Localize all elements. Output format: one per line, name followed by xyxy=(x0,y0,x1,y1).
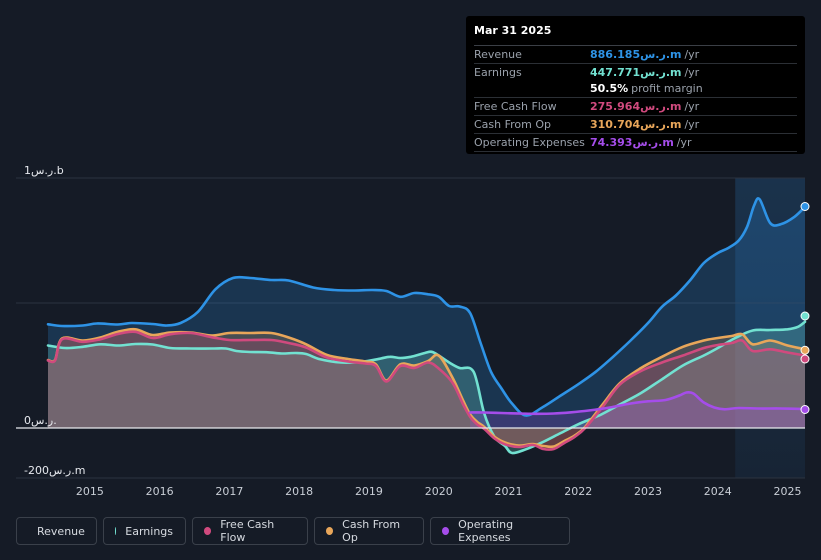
area-earnings xyxy=(48,321,805,454)
tooltip-panel: Mar 31 2025 Revenue 886.185ر.س.m /yr Ear… xyxy=(466,16,805,154)
end-marker-revenue[interactable] xyxy=(800,202,810,211)
tooltip-value: 310.704ر.س.m xyxy=(590,118,682,132)
tooltip-unit: profit margin xyxy=(631,82,703,96)
legend-label: Free Cash Flow xyxy=(220,518,275,544)
legend-label: Revenue xyxy=(37,524,85,538)
y-axis-label: 1ر.س.b xyxy=(24,164,64,177)
legend-item-revenue[interactable]: Revenue xyxy=(16,517,97,545)
tooltip-label: Earnings xyxy=(474,65,522,79)
line-operating-expenses xyxy=(468,390,807,416)
x-axis-tick-label: 2018 xyxy=(285,485,313,498)
tooltip-unit: /yr xyxy=(676,135,692,149)
legend-label: Cash From Op xyxy=(342,518,401,544)
tooltip-label: Cash From Op xyxy=(474,118,552,132)
x-axis-tick-label: 2015 xyxy=(76,485,104,498)
legend: Revenue Earnings Free Cash Flow Cash Fro… xyxy=(16,517,570,545)
tooltip-value: 886.185ر.س.m xyxy=(590,47,682,61)
tooltip-unit: /yr xyxy=(684,47,700,61)
end-marker-cash-from-op[interactable] xyxy=(800,345,810,355)
legend-item-free-cash-flow[interactable]: Free Cash Flow xyxy=(192,517,308,545)
tooltip-row-revenue: Revenue 886.185ر.س.m /yr xyxy=(474,46,797,64)
tooltip-value: 74.393ر.س.m xyxy=(590,135,674,149)
y-axis-label: 0ر.س. xyxy=(24,414,57,427)
dot-icon xyxy=(204,527,212,535)
tooltip-value: 275.964ر.س.m xyxy=(590,100,682,114)
x-axis-tick-label: 2016 xyxy=(146,485,174,498)
line-earnings xyxy=(46,320,807,455)
dot-icon xyxy=(442,527,450,535)
legend-label: Operating Expenses xyxy=(458,518,514,544)
tooltip-label: Revenue xyxy=(474,47,522,61)
line-free-cash-flow xyxy=(46,330,807,451)
dot-icon xyxy=(115,527,117,535)
tooltip-unit: /yr xyxy=(684,65,700,79)
end-marker-operating-expenses[interactable] xyxy=(800,405,810,414)
x-axis-tick-label: 2023 xyxy=(634,485,662,498)
y-axis-label: -200ر.س.m xyxy=(24,464,85,477)
area-operating-expenses xyxy=(470,392,805,428)
x-axis-tick-label: 2025 xyxy=(774,485,802,498)
x-axis-tick-label: 2021 xyxy=(494,485,522,498)
end-marker-free-cash-flow[interactable] xyxy=(800,354,810,364)
tooltip-row-earnings: Earnings 447.771ر.س.m /yr xyxy=(474,64,797,81)
x-axis-tick-label: 2019 xyxy=(355,485,383,498)
tooltip-row-operating-expenses: Operating Expenses 74.393ر.س.m /yr xyxy=(474,134,797,152)
x-axis-tick-label: 2024 xyxy=(704,485,732,498)
area-revenue xyxy=(48,198,805,428)
tooltip-value: 50.5% xyxy=(590,82,629,96)
x-axis-tick-label: 2022 xyxy=(564,485,592,498)
legend-item-cash-from-op[interactable]: Cash From Op xyxy=(314,517,424,545)
area-free-cash-flow xyxy=(48,331,805,450)
tooltip-unit: /yr xyxy=(684,100,700,114)
tooltip-row-profit-margin: 50.5% profit margin xyxy=(474,81,797,99)
tooltip-row-free-cash-flow: Free Cash Flow 275.964ر.س.m /yr xyxy=(474,98,797,117)
x-axis-tick-label: 2017 xyxy=(215,485,243,498)
legend-label: Earnings xyxy=(125,524,173,538)
legend-item-operating-expenses[interactable]: Operating Expenses xyxy=(430,517,570,545)
end-marker-earnings[interactable] xyxy=(800,311,810,321)
line-revenue xyxy=(46,197,807,417)
tooltip-label: Operating Expenses xyxy=(474,135,585,149)
tooltip-value: 447.771ر.س.m xyxy=(590,65,682,79)
area-cash-from-op xyxy=(48,329,805,447)
dot-icon xyxy=(326,527,334,535)
tooltip-date: Mar 31 2025 xyxy=(474,24,797,46)
tooltip-row-cash-from-op: Cash From Op 310.704ر.س.m /yr xyxy=(474,116,797,134)
tooltip-label: Free Cash Flow xyxy=(474,100,557,114)
legend-item-earnings[interactable]: Earnings xyxy=(103,517,186,545)
tooltip-unit: /yr xyxy=(684,118,700,132)
x-axis-tick-label: 2020 xyxy=(425,485,453,498)
